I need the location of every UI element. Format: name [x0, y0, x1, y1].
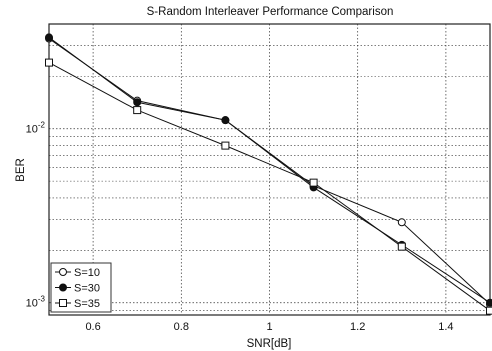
- series-point-s30: [221, 116, 230, 125]
- series-point-s30: [486, 298, 492, 307]
- legend-label-s10: S=10: [74, 267, 100, 279]
- legend-label-s35: S=35: [74, 298, 100, 310]
- x-tick-label: 0.8: [174, 321, 189, 333]
- x-tick-label: 1.2: [350, 321, 365, 333]
- x-tick-label: 1.4: [438, 321, 453, 333]
- series-line-s10: [48, 38, 491, 305]
- legend: S=10 S=30 S=35: [50, 262, 112, 313]
- series-point-s35: [486, 306, 492, 315]
- series-group: [45, 33, 492, 315]
- grid: [49, 23, 490, 315]
- series-point-s10: [397, 218, 406, 227]
- series-point-s35: [397, 242, 406, 251]
- series-point-s35: [133, 106, 142, 115]
- x-tick-label: 1: [266, 321, 272, 333]
- series-line-s30: [48, 36, 491, 304]
- y-tick-label: 10-3: [26, 295, 46, 310]
- series-point-s35: [221, 141, 230, 150]
- plot-frame: [48, 23, 491, 316]
- legend-marker-s10: [59, 268, 67, 276]
- chart-title: S-Random Interleaver Performance Compari…: [147, 6, 394, 18]
- y-axis-label: BER: [15, 158, 27, 182]
- series-point-s35: [45, 58, 53, 67]
- legend-label-s30: S=30: [74, 283, 100, 295]
- series-point-s30: [133, 98, 142, 107]
- legend-marker-s30: [59, 283, 67, 292]
- x-tick-label: 0.6: [85, 321, 100, 333]
- x-axis-label: SNR[dB]: [247, 338, 292, 350]
- axis-ticks: 0.6 0.8 1 1.2 1.4 10-3 10-2: [26, 121, 454, 333]
- series-line-s35: [48, 62, 491, 312]
- legend-marker-s35: [59, 299, 67, 307]
- y-tick-label: 10-2: [26, 121, 46, 136]
- series-point-s35: [309, 178, 318, 187]
- series-point-s30: [45, 33, 53, 42]
